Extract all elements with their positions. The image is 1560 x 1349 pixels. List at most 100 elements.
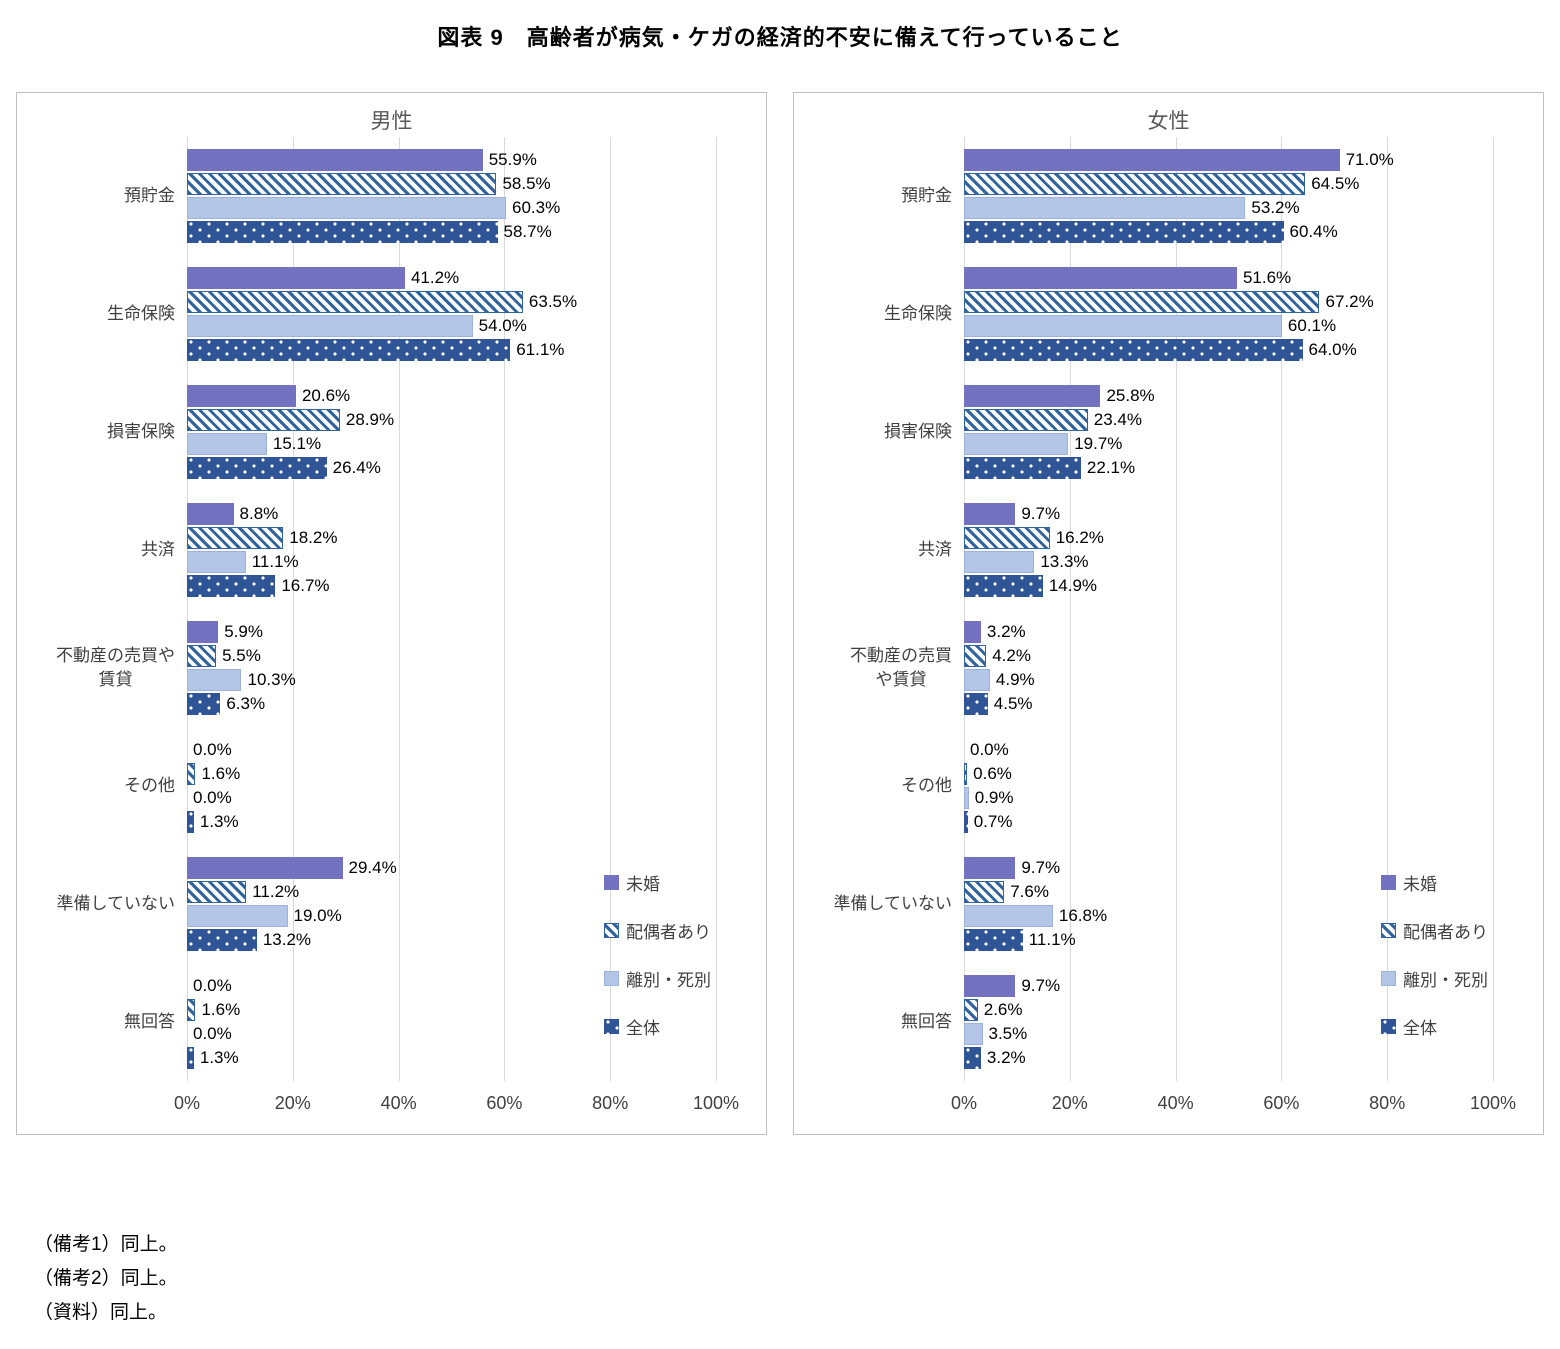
bar-全体 [964,929,1023,951]
bar-value-label: 26.4% [332,458,381,477]
bar-未婚 [187,857,343,879]
category-label: 損害保険 [794,373,964,491]
bar-配偶者あり [964,173,1306,195]
gridline [1493,137,1494,1081]
bar-value-label: 60.3% [511,198,561,217]
legend-swatch [604,971,619,986]
category-label-text: 準備していない [833,894,953,914]
bar-value-label: 5.5% [222,646,261,665]
bar-全体 [187,221,498,243]
bar-value-label: 2.6% [983,1000,1023,1019]
bar-value-label: 58.5% [502,174,551,193]
category-row: 預貯金 71.0% 64.5% 53.2% 60.4% [794,137,1543,255]
bar-全体 [187,1047,194,1069]
category-label: 準備していない [17,845,187,963]
x-axis-tick-label: 40% [1157,1093,1194,1113]
bar-row: 11.1% [964,929,1493,951]
bar-value-label: 29.4% [348,858,397,877]
footnote-line: （備考1）同上。 [34,1234,178,1255]
bar-row: 9.7% [964,503,1493,525]
bar-value-label: 16.7% [281,576,330,595]
bar-group: 20.6% 28.9% 15.1% 26.4% [187,373,716,491]
bar-未婚 [187,385,296,407]
bar-value-label: 20.6% [301,386,351,405]
footnote-line: （資料）同上。 [34,1302,168,1324]
bar-未婚 [964,385,1101,407]
category-label-text: 無回答 [901,1012,952,1032]
bar-離別・死別 [187,669,242,691]
bar-value-label: 11.1% [1028,930,1076,949]
legend: 未婚 配偶者あり 離別・死別 全体 [604,870,711,1039]
category-label-text: その他 [901,776,952,796]
bar-row: 60.1% [964,315,1493,337]
bar-row: 3.2% [964,1047,1493,1069]
bar-未婚 [964,975,1016,997]
bar-配偶者あり [964,645,987,667]
gridline [1281,137,1283,1081]
bar-row: 41.2% [187,267,716,289]
bar-離別・死別 [964,1023,983,1045]
category-row: 共済 9.7% 16.2% 13.3% 14.9% [794,491,1543,609]
bar-value-label: 0.6% [973,764,1012,783]
bar-配偶者あり [964,291,1320,313]
category-label: 生命保険 [17,255,187,373]
bar-value-label: 1.3% [199,1048,239,1067]
bar-value-label: 0.0% [193,976,232,995]
legend-swatch [604,1019,619,1034]
legend-item: 離別・死別 [604,966,711,991]
gridline [1387,137,1389,1081]
category-rows: 預貯金 55.9% 58.5% 60.3% 58.7% 生命保険 41.2% 63.5% 54.… [17,137,766,1081]
legend-item: 未婚 [604,870,711,895]
x-axis-tick-label: 20% [274,1093,311,1113]
bar-全体 [187,457,327,479]
bar-配偶者あり [964,763,968,785]
category-row: 無回答 0.0% 1.6% 0.0% 1.3% [17,963,766,1081]
category-label-text: 損害保険 [884,422,952,442]
bar-group: 51.6% 67.2% 60.1% 64.0% [964,255,1493,373]
category-label: 共済 [794,491,964,609]
bar-離別・死別 [964,669,990,691]
bar-value-label: 1.6% [201,764,241,783]
gridline [292,137,294,1081]
x-axis-tick-label: 0% [173,1093,201,1113]
bar-row: 8.8% [187,503,716,525]
footnotes: （備考1）同上。 （備考2）同上。 （資料）同上。 [34,1228,178,1331]
bar-離別・死別 [187,433,267,455]
bar-value-label: 0.0% [193,1024,232,1043]
gridline [1069,137,1071,1081]
category-label-text: 預貯金 [124,186,175,206]
bar-row: 23.4% [964,409,1493,431]
bar-row: 58.7% [187,221,716,243]
category-label-text: 生命保険 [884,304,952,324]
bar-row: 13.2% [187,929,716,951]
category-row: 準備していない 29.4% 11.2% 19.0% 13.2% [17,845,766,963]
category-label: 共済 [17,491,187,609]
bar-value-label: 10.3% [247,670,296,689]
bar-row: 63.5% [187,291,716,313]
bar-row: 1.6% [187,999,716,1021]
bar-group: 0.0% 0.6% 0.9% 0.7% [964,727,1493,845]
bar-全体 [187,575,276,597]
bar-group: 8.8% 18.2% 11.1% 16.7% [187,491,716,609]
bar-row: 11.2% [187,881,716,903]
bar-row: 4.2% [964,645,1493,667]
bar-未婚 [187,621,219,643]
bar-value-label: 8.8% [239,504,279,523]
bar-value-label: 60.4% [1289,222,1338,241]
bar-value-label: 14.9% [1048,576,1098,595]
category-row: 準備していない 9.7% 7.6% 16.8% 11.1% [794,845,1543,963]
bar-value-label: 5.9% [224,622,263,641]
gridline [964,137,965,1081]
category-label-text: 共済 [918,540,952,560]
bar-group: 9.7% 16.2% 13.3% 14.9% [964,491,1493,609]
bar-group: 71.0% 64.5% 53.2% 60.4% [964,137,1493,255]
bar-value-label: 1.3% [199,812,239,831]
bar-row: 3.2% [964,621,1493,643]
category-row: 不動産の売買や 賃貸 5.9% 5.5% 10.3% 6.3% [17,609,766,727]
bar-row: 0.7% [964,811,1493,833]
bar-value-label: 4.9% [995,670,1035,689]
bar-配偶者あり [187,291,523,313]
category-label: 預貯金 [794,137,964,255]
category-rows: 預貯金 71.0% 64.5% 53.2% 60.4% 生命保険 51.6% 67.2% 60.… [794,137,1543,1081]
bar-value-label: 28.9% [345,410,395,429]
